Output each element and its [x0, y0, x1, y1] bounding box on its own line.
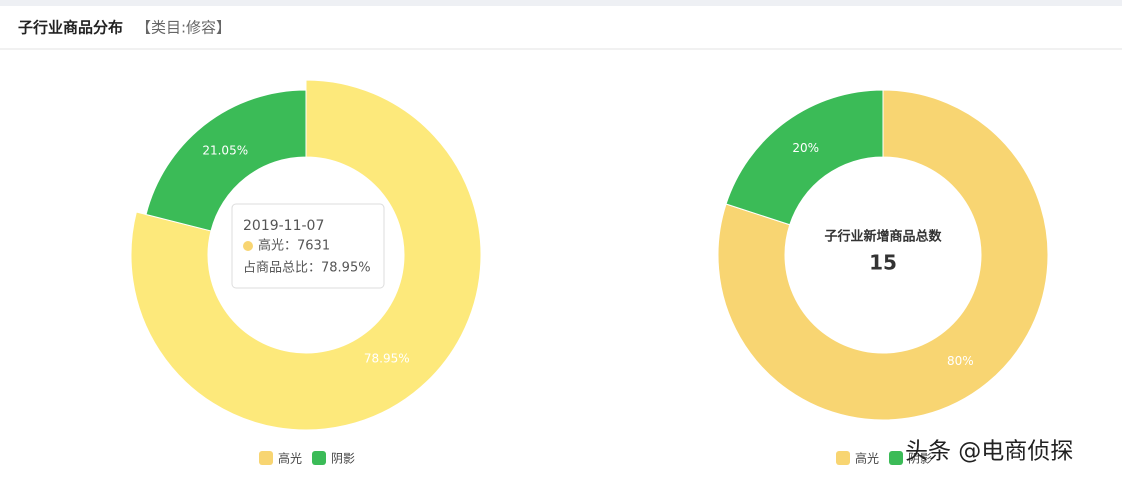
panel-subtitle: 【类目:修容】 [136, 19, 231, 37]
legend-swatch [889, 451, 903, 465]
legend-label: 高光 [855, 451, 879, 466]
slice-label: 20% [792, 141, 819, 155]
slice-label: 78.95% [364, 351, 410, 365]
tooltip-line: 高光：7631 [258, 238, 330, 254]
donut-slice [725, 89, 884, 226]
donut-slice [717, 89, 1049, 421]
tooltip-line: 占商品总比：78.95% [243, 261, 371, 276]
watermark: 头条 @电商侦探 [905, 439, 1073, 465]
tooltip-box [231, 203, 385, 289]
legend-label: 阴影 [908, 452, 932, 466]
center-label: 子行业新增商品总数 [824, 229, 942, 245]
legend-swatch [836, 451, 850, 465]
donut-slice [145, 89, 307, 232]
legend-swatch [259, 451, 273, 465]
tooltip-dot [243, 241, 253, 251]
legend-label: 高光 [278, 451, 302, 466]
slice-label: 21.05% [202, 144, 248, 158]
panel-title: 子行业商品分布 [18, 19, 123, 37]
tooltip-title: 2019-11-07 [243, 218, 324, 234]
donut-slice [130, 79, 482, 431]
legend-label: 阴影 [331, 452, 355, 466]
slice-label: 80% [947, 354, 974, 368]
legend-swatch [312, 451, 326, 465]
center-value: 15 [869, 251, 897, 275]
